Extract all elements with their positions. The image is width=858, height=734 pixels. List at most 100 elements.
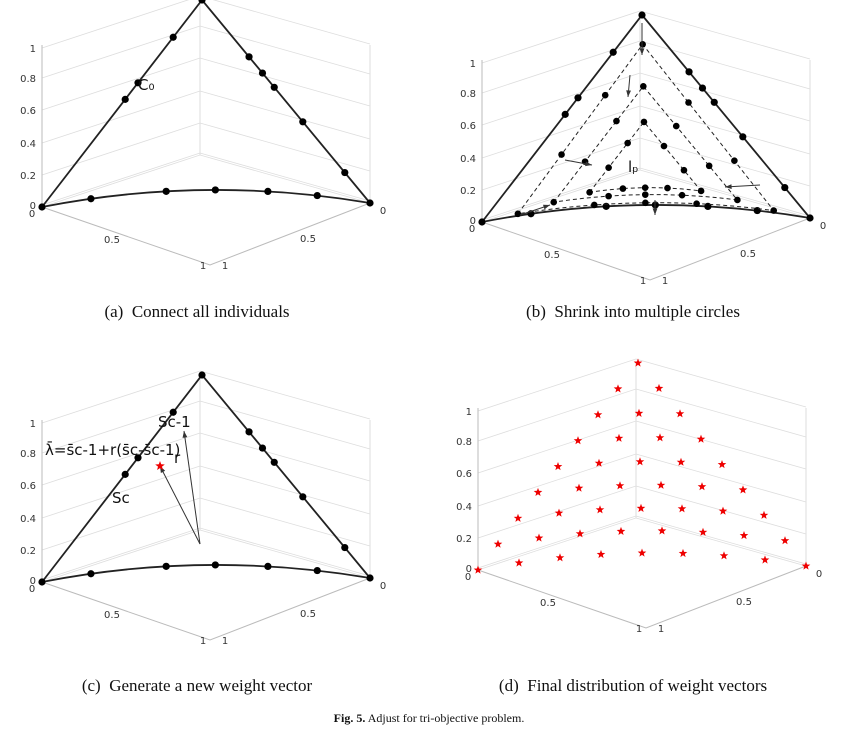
point: [697, 187, 705, 195]
z-tick-label: 0.6: [20, 106, 36, 117]
front-curve: [41, 0, 373, 208]
point: [605, 164, 612, 171]
grid-line: [477, 485, 807, 539]
grid-line: [477, 515, 807, 569]
star: [760, 555, 770, 564]
point: [680, 166, 688, 174]
z-tick-label: 0.2: [456, 534, 472, 545]
star: [719, 551, 729, 560]
point: [87, 195, 95, 203]
star: [593, 410, 603, 419]
y-tick-label: 0: [380, 581, 386, 592]
star: [801, 561, 811, 570]
point: [121, 95, 129, 103]
panel-label: (d): [499, 676, 519, 695]
x-tick-label: 1: [640, 276, 646, 287]
panel: 0 0.2 0.4 0.6 0.8 1 0 0.5 1 1 0.5 0 C₀: [20, 0, 386, 272]
front-curve: [481, 13, 813, 223]
annotation: λ̄=s̄c-1+r(s̄c-s̄c-1): [45, 440, 180, 459]
star: [595, 505, 605, 514]
y-tick-label: 0.5: [740, 249, 756, 260]
floor-front: [41, 577, 371, 641]
star: [655, 433, 665, 442]
point: [806, 214, 814, 222]
annotation: Sc: [112, 489, 130, 507]
y-tick-label: 0: [816, 569, 822, 580]
arrow-head: [652, 208, 658, 215]
point: [341, 543, 349, 552]
panel-caption-text: Shrink into multiple circles: [554, 302, 740, 321]
star: [654, 383, 664, 392]
star: [534, 533, 544, 542]
point: [299, 118, 307, 126]
point: [258, 444, 267, 452]
panel-caption: (d) Final distribution of weight vectors: [499, 676, 767, 695]
grid-line: [41, 497, 371, 551]
grid-line: [477, 358, 807, 412]
star: [677, 504, 687, 513]
panel-caption-text: Connect all individuals: [132, 302, 290, 321]
star: [676, 457, 686, 466]
star: [555, 553, 565, 562]
star: [698, 527, 708, 536]
star: [613, 384, 623, 393]
z-tick-label: 1: [30, 44, 36, 55]
point: [198, 371, 206, 379]
star: [780, 536, 790, 545]
point: [739, 133, 747, 141]
star: [493, 539, 503, 548]
x-tick-label: 1: [636, 624, 642, 635]
point: [586, 189, 593, 196]
z-tick-label: 0.8: [20, 74, 36, 85]
point: [366, 199, 374, 207]
y-tick-label: 0: [380, 206, 386, 217]
grid-line: [41, 0, 371, 49]
z-tick-label: 0.6: [456, 469, 472, 480]
star: [473, 565, 483, 574]
floor: [41, 529, 371, 583]
z-tick-label: 0.8: [456, 437, 472, 448]
arrow-head: [626, 90, 631, 97]
point: [211, 186, 219, 194]
point: [664, 184, 671, 192]
star: [514, 558, 524, 567]
front-curve: [41, 373, 373, 583]
z-tick-label: 1: [466, 407, 472, 418]
point: [672, 122, 680, 130]
star: [678, 548, 688, 558]
z-tick-label: 0.4: [20, 139, 36, 150]
grid-line: [481, 137, 811, 191]
point: [642, 199, 649, 207]
z-tick-label: 0.2: [20, 546, 36, 557]
annotation: r: [174, 449, 181, 467]
point: [134, 79, 142, 87]
floor-front: [481, 217, 811, 281]
panel-label: (a): [104, 302, 123, 321]
point: [605, 192, 612, 200]
x-tick-label: 0.5: [540, 598, 556, 609]
point: [590, 201, 598, 209]
arrow-head: [182, 431, 188, 438]
point: [313, 566, 321, 575]
point: [550, 198, 558, 206]
arrow: [183, 430, 201, 545]
point: [514, 210, 522, 218]
z-tick-label: 0: [470, 216, 476, 227]
point: [558, 151, 565, 158]
annotation: Sc-1: [158, 413, 191, 431]
point: [38, 203, 46, 211]
panel: 0 0.2 0.4 0.6 0.8 1 0 0.5 1 1 0.5 0: [456, 358, 822, 635]
star: [533, 487, 543, 496]
panel-caption-text: Final distribution of weight vectors: [527, 676, 767, 695]
inner-curve: [517, 43, 775, 215]
panel: 0 0.2 0.4 0.6 0.8 1 0 0.5 1 1 0.5 0 lₚ: [460, 10, 826, 287]
star: [633, 358, 643, 367]
point: [478, 218, 486, 226]
z-tick-label: 0.4: [460, 154, 476, 165]
point: [640, 118, 648, 126]
panel-caption: (b) Shrink into multiple circles: [526, 302, 740, 321]
arrow-head: [543, 204, 550, 210]
point: [162, 562, 170, 570]
